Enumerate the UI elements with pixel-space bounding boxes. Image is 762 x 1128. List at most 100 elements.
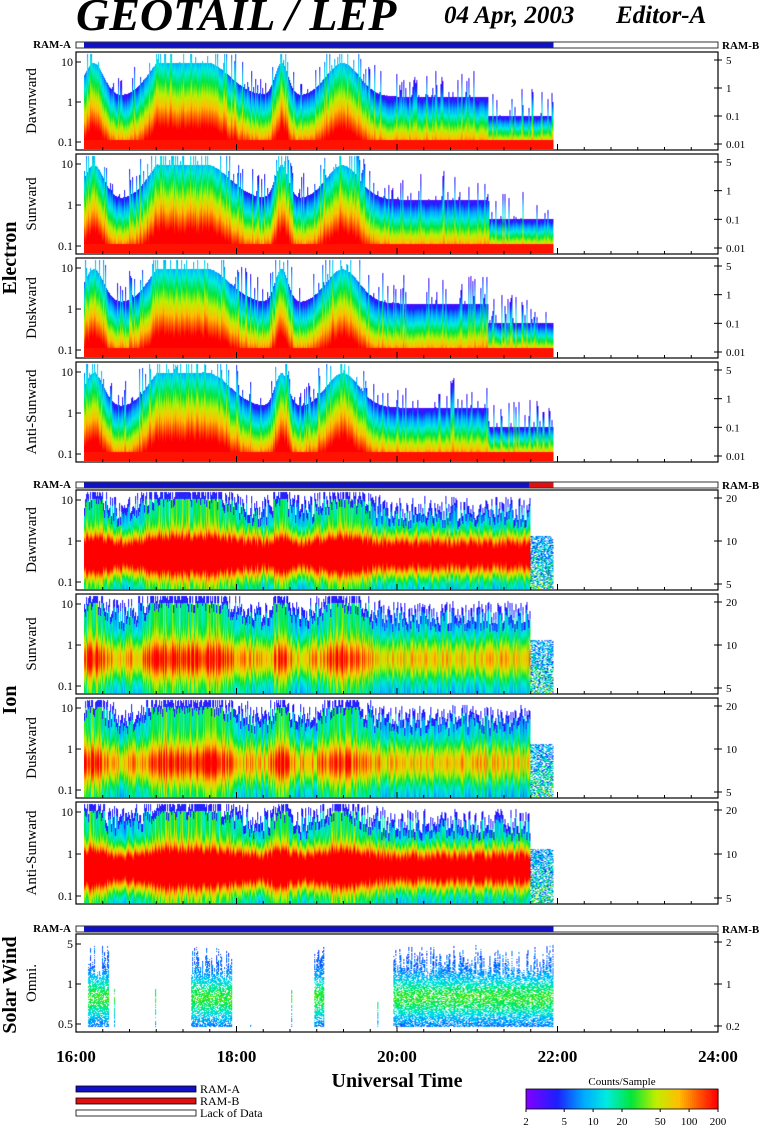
status-right-label: RAM-B [722, 924, 760, 936]
x-tick-label: 24:00 [698, 1047, 738, 1066]
left-tick-label: 1 [67, 198, 73, 212]
spectrogram-map-4 [84, 363, 554, 461]
colorbar-cell [696, 1089, 699, 1109]
colorbar-title: Counts/Sample [588, 1076, 655, 1088]
colorbar-cell [692, 1089, 695, 1109]
right-tick-label: 0.01 [726, 347, 745, 359]
legend-label: RAM-B [200, 1094, 239, 1108]
legend-swatch [75, 1097, 197, 1105]
right-tick-label: 5 [726, 55, 732, 67]
panel-frames [75, 41, 722, 1117]
colorbar-cell [706, 1089, 709, 1109]
colorbar-cell [644, 1089, 647, 1109]
colorbar-cell [582, 1089, 585, 1109]
colorbar-cell [528, 1089, 531, 1109]
left-tick-label: 10 [61, 55, 73, 69]
colorbar-cell [584, 1089, 587, 1109]
colorbar-cell [652, 1089, 655, 1109]
panel-label: Duskward [24, 277, 40, 339]
colorbar-cell [574, 1089, 577, 1109]
colorbar-cell [632, 1089, 635, 1109]
colorbar-cell [650, 1089, 653, 1109]
panel-label: Sunward [24, 177, 40, 231]
right-tick-label: 10 [726, 744, 738, 756]
right-tick-label: 1 [726, 979, 732, 991]
colorbar-cell [648, 1089, 651, 1109]
legend-label: Lack of Data [200, 1106, 263, 1120]
right-tick-label: 10 [726, 536, 738, 548]
colorbar-cell [676, 1089, 679, 1109]
colorbar-cell [572, 1089, 575, 1109]
colorbar-cell [612, 1089, 615, 1109]
right-tick-label: 0.01 [726, 139, 745, 151]
colorbar-cell [654, 1089, 657, 1109]
status-bar-segment [84, 482, 530, 488]
colorbar-cell [626, 1089, 629, 1109]
colorbar-tick-label: 200 [710, 1116, 727, 1128]
left-tick-label: 1 [67, 406, 73, 420]
right-tick-label: 5 [726, 365, 732, 377]
status-bar-segment [529, 482, 554, 488]
colorbar-cell [712, 1089, 715, 1109]
right-tick-label: 1 [726, 290, 732, 302]
colorbar-cell [570, 1089, 573, 1109]
colorbar-cell [646, 1089, 649, 1109]
editor-label: Editor-A [616, 2, 707, 29]
left-tick-label: 0.1 [58, 239, 73, 253]
right-tick-label: 10 [726, 849, 738, 861]
colorbar-cell [588, 1089, 591, 1109]
left-tick-label: 0.1 [58, 135, 73, 149]
x-tick-label: 18:00 [217, 1047, 257, 1066]
left-tick-label: 10 [61, 701, 73, 715]
colorbar-cell [526, 1089, 529, 1109]
colorbar-cell [702, 1089, 705, 1109]
right-tick-label: 0.2 [726, 1021, 740, 1033]
right-tick-label: 2 [726, 937, 732, 949]
colorbar-tick-label: 50 [655, 1116, 667, 1128]
left-tick-label: 1 [67, 534, 73, 548]
left-tick-label: 1 [67, 977, 73, 991]
colorbar-cell [700, 1089, 703, 1109]
left-tick-label: 10 [61, 597, 73, 611]
colorbar-cell [690, 1089, 693, 1109]
colorbar-cell [586, 1089, 589, 1109]
status-left-label: RAM-A [33, 39, 71, 51]
colorbar-cell [604, 1089, 607, 1109]
colorbar-cell [556, 1089, 559, 1109]
x-axis-label: Universal Time [332, 1070, 463, 1092]
colorbar-cell [554, 1089, 557, 1109]
colorbar-cell [640, 1089, 643, 1109]
colorbar-cell [664, 1089, 667, 1109]
spectrogram-map-9 [84, 935, 554, 1031]
colorbar-cell [538, 1089, 541, 1109]
colorbar-cell [540, 1089, 543, 1109]
axis-labels: Dawnward 10 1 0.1 5 1 0.1 0.01 Sunward 10 1 0.1 5 1 0.… [0, 39, 760, 1128]
right-tick-label: 0.1 [726, 422, 740, 434]
colorbar-cell [536, 1089, 539, 1109]
colorbar-cell [546, 1089, 549, 1109]
colorbar-cell [548, 1089, 551, 1109]
status-left-label: RAM-A [33, 923, 71, 935]
colorbar-cell [662, 1089, 665, 1109]
left-tick-label: 0.1 [58, 889, 73, 903]
colorbar-cell [624, 1089, 627, 1109]
panel-label: Omni. [24, 964, 40, 1002]
colorbar-cell [628, 1089, 631, 1109]
colorbar-cell [532, 1089, 535, 1109]
colorbar-cell [592, 1089, 595, 1109]
colorbar-cell [576, 1089, 579, 1109]
x-tick-label: 20:00 [377, 1047, 417, 1066]
left-tick-label: 0.1 [58, 447, 73, 461]
colorbar-cell [580, 1089, 583, 1109]
right-tick-label: 5 [726, 157, 732, 169]
spectrogram-map-8 [84, 803, 554, 903]
legend-swatch [75, 1085, 197, 1093]
colorbar-cell [566, 1089, 569, 1109]
group-label: Ion [0, 686, 21, 715]
colorbar-cell [714, 1089, 717, 1109]
colorbar-cell [708, 1089, 711, 1109]
right-tick-label: 20 [726, 805, 738, 817]
status-left-label: RAM-A [33, 479, 71, 491]
left-tick-label: 5 [67, 937, 73, 951]
colorbar-cell [642, 1089, 645, 1109]
